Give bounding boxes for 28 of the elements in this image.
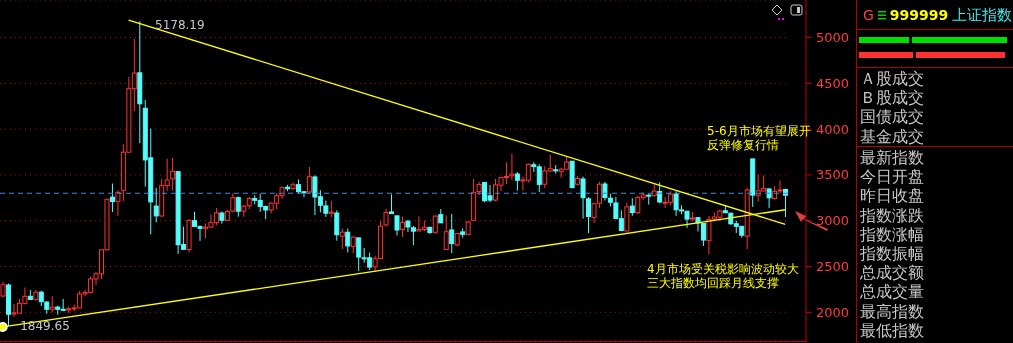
text: 999999	[889, 7, 949, 23]
text: 基金成交	[860, 126, 924, 146]
y-tick-label: 4000	[816, 121, 850, 137]
y-tick-label: 3500	[816, 167, 850, 183]
text: 昨日收盘	[860, 186, 924, 206]
y-tick-label: 3000	[816, 213, 850, 229]
text: Ａ股成交	[860, 69, 924, 88]
annotation: 5-6月市场有望展开反弹修复行情	[707, 124, 811, 152]
text: 最高指数	[860, 301, 924, 321]
text: 指数涨幅	[860, 224, 924, 244]
text: 今日开盘	[860, 167, 924, 187]
text: 最新指数	[860, 148, 924, 167]
y-tick-label: 2500	[816, 259, 850, 275]
text: 指数涨跌	[860, 205, 924, 225]
text: 上证指数	[952, 5, 1013, 25]
text: 指数振幅	[860, 244, 924, 263]
annotation: 1849.65	[20, 319, 70, 334]
text: Ｂ股成交	[860, 88, 924, 108]
text: G	[863, 7, 874, 23]
annotation: 5178.19	[155, 18, 205, 32]
y-tick-label: 2000	[816, 304, 850, 320]
y-tick-label: 4500	[816, 75, 850, 91]
text: 总成交额	[860, 263, 924, 283]
annotation: 4月市场受关税影响波动较大三大指数均回踩月线支撑	[647, 262, 800, 290]
y-tick-label: 5000	[816, 30, 850, 46]
text: 总成交量	[860, 282, 924, 302]
text: 国债成交	[860, 107, 924, 127]
text: 最低指数	[860, 320, 924, 340]
